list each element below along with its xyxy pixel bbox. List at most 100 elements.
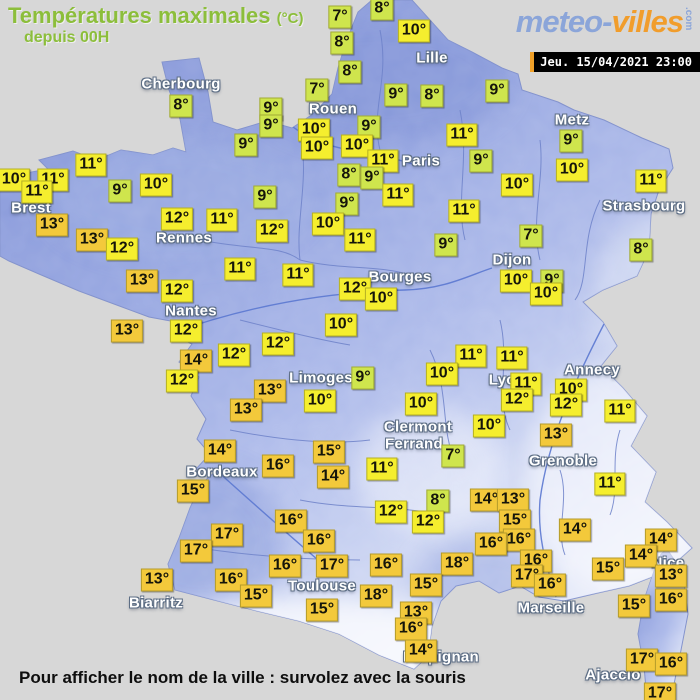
- temp-badge[interactable]: 10°: [404, 392, 438, 416]
- temp-badge[interactable]: 13°: [253, 379, 287, 403]
- temp-badge[interactable]: 9°: [234, 133, 258, 157]
- temp-badge[interactable]: 9°: [108, 179, 132, 203]
- temp-badge[interactable]: 14°: [404, 639, 438, 663]
- temp-badge[interactable]: 15°: [176, 479, 210, 503]
- temp-badge[interactable]: 13°: [229, 398, 263, 422]
- temp-badge[interactable]: 11°: [344, 228, 376, 252]
- temp-badge[interactable]: 11°: [635, 169, 667, 193]
- temp-badge[interactable]: 12°: [169, 319, 203, 343]
- temp-badge[interactable]: 16°: [502, 528, 536, 552]
- temp-badge[interactable]: 12°: [549, 393, 583, 417]
- temp-badge[interactable]: 12°: [217, 343, 251, 367]
- temp-badge[interactable]: 11°: [496, 346, 528, 370]
- temp-badge[interactable]: 17°: [625, 648, 659, 672]
- temp-badge[interactable]: 15°: [305, 598, 339, 622]
- temp-badge[interactable]: 11°: [366, 457, 398, 481]
- temp-badge[interactable]: 16°: [214, 568, 248, 592]
- temp-badge[interactable]: 10°: [425, 362, 459, 386]
- temp-badge[interactable]: 11°: [446, 123, 478, 147]
- temp-badge[interactable]: 10°: [364, 287, 398, 311]
- temp-badge[interactable]: 14°: [316, 465, 350, 489]
- temp-badge[interactable]: 11°: [604, 399, 636, 423]
- temp-badge[interactable]: 9°: [559, 129, 583, 153]
- temp-badge[interactable]: 13°: [125, 269, 159, 293]
- temp-badge[interactable]: 16°: [654, 652, 688, 676]
- temp-badge[interactable]: 16°: [369, 553, 403, 577]
- temp-badge[interactable]: 10°: [472, 414, 506, 438]
- temp-badge[interactable]: 12°: [500, 388, 534, 412]
- temp-badge[interactable]: 7°: [519, 224, 543, 248]
- temp-badge[interactable]: 12°: [160, 279, 194, 303]
- temp-badge[interactable]: 18°: [359, 584, 393, 608]
- temp-badge[interactable]: 16°: [474, 532, 508, 556]
- temp-badge[interactable]: 11°: [75, 153, 107, 177]
- temp-badge[interactable]: 13°: [75, 228, 109, 252]
- temp-badge[interactable]: 10°: [555, 158, 589, 182]
- temp-badge[interactable]: 12°: [374, 500, 408, 524]
- temp-badge[interactable]: 14°: [203, 439, 237, 463]
- temp-badge[interactable]: 11°: [455, 344, 487, 368]
- temp-badge[interactable]: 16°: [394, 617, 428, 641]
- temp-badge[interactable]: 15°: [409, 573, 443, 597]
- temp-badge[interactable]: 15°: [239, 584, 273, 608]
- temp-badge[interactable]: 10°: [340, 134, 374, 158]
- temp-badge[interactable]: 10°: [397, 19, 431, 43]
- temp-badge[interactable]: 15°: [312, 440, 346, 464]
- temp-badge[interactable]: 8°: [426, 489, 450, 513]
- temp-badge[interactable]: 11°: [282, 263, 314, 287]
- temp-badge[interactable]: 11°: [21, 180, 53, 204]
- temp-badge[interactable]: 11°: [382, 183, 414, 207]
- temp-badge[interactable]: 10°: [311, 212, 345, 236]
- temp-badge[interactable]: 8°: [330, 31, 354, 55]
- temp-badge[interactable]: 13°: [496, 488, 530, 512]
- temp-badge[interactable]: 9°: [253, 185, 277, 209]
- temp-badge[interactable]: 13°: [539, 423, 573, 447]
- temp-badge[interactable]: 7°: [305, 78, 329, 102]
- temp-badge[interactable]: 13°: [35, 213, 69, 237]
- temp-badge[interactable]: 11°: [206, 208, 238, 232]
- temp-badge[interactable]: 14°: [624, 544, 658, 568]
- temp-badge[interactable]: 11°: [448, 199, 480, 223]
- temp-badge[interactable]: 10°: [529, 282, 563, 306]
- temp-badge[interactable]: 16°: [268, 554, 302, 578]
- temp-badge[interactable]: 8°: [338, 60, 362, 84]
- temp-badge[interactable]: 14°: [558, 518, 592, 542]
- temp-badge[interactable]: 8°: [629, 238, 653, 262]
- temp-badge[interactable]: 8°: [370, 0, 394, 21]
- temp-badge[interactable]: 11°: [224, 257, 256, 281]
- temp-badge[interactable]: 16°: [274, 509, 308, 533]
- temp-badge[interactable]: 9°: [351, 366, 375, 390]
- temp-badge[interactable]: 9°: [469, 149, 493, 173]
- temp-badge[interactable]: 13°: [110, 319, 144, 343]
- temp-badge[interactable]: 10°: [297, 118, 331, 142]
- temp-badge[interactable]: 12°: [255, 219, 289, 243]
- temp-badge[interactable]: 11°: [367, 149, 399, 173]
- temp-badge[interactable]: 9°: [384, 83, 408, 107]
- temp-badge[interactable]: 8°: [420, 84, 444, 108]
- temp-badge[interactable]: 15°: [591, 557, 625, 581]
- temp-badge[interactable]: 7°: [441, 444, 465, 468]
- temp-badge[interactable]: 18°: [440, 552, 474, 576]
- temp-badge[interactable]: 17°: [643, 682, 677, 700]
- temp-badge[interactable]: 12°: [105, 237, 139, 261]
- temp-badge[interactable]: 10°: [500, 173, 534, 197]
- temp-badge[interactable]: 12°: [261, 332, 295, 356]
- temp-badge[interactable]: 9°: [259, 114, 283, 138]
- temp-badge[interactable]: 10°: [324, 313, 358, 337]
- temp-badge[interactable]: 16°: [261, 454, 295, 478]
- temp-badge[interactable]: 7°: [328, 5, 352, 29]
- temp-badge[interactable]: 9°: [360, 166, 384, 190]
- temp-badge[interactable]: 12°: [338, 277, 372, 301]
- temp-badge[interactable]: 13°: [140, 568, 174, 592]
- temp-badge[interactable]: 12°: [160, 207, 194, 231]
- temp-badge[interactable]: 12°: [165, 369, 199, 393]
- temp-badge[interactable]: 13°: [654, 564, 688, 588]
- temp-badge[interactable]: 16°: [302, 529, 336, 553]
- temp-badge[interactable]: 9°: [485, 79, 509, 103]
- temp-badge[interactable]: 9°: [335, 192, 359, 216]
- temp-badge[interactable]: 17°: [210, 523, 244, 547]
- temp-badge[interactable]: 8°: [169, 94, 193, 118]
- temp-badge[interactable]: 16°: [654, 588, 688, 612]
- temp-badge[interactable]: 15°: [617, 594, 651, 618]
- temp-badge[interactable]: 10°: [499, 269, 533, 293]
